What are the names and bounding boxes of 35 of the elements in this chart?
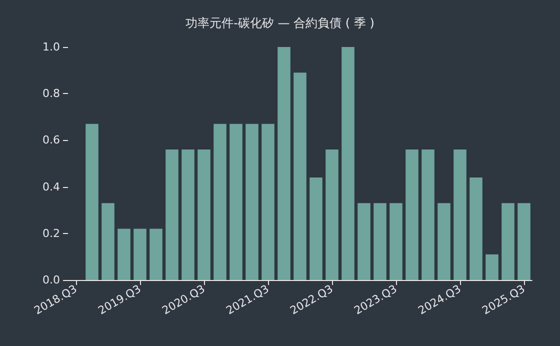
bar (502, 203, 514, 280)
bar (150, 228, 162, 280)
bar (374, 203, 386, 280)
bar (278, 47, 290, 280)
y-tick-label: 0.8 (42, 87, 60, 100)
bar (134, 228, 146, 280)
bar (518, 203, 530, 280)
y-tick-label: 0.2 (42, 226, 60, 240)
chart-title: 功率元件-碳化矽 — 合約負債 ( 季 ) (186, 16, 374, 30)
bar (230, 124, 242, 280)
bar (406, 150, 418, 280)
y-tick-label: 1.0 (42, 40, 60, 54)
y-tick-label: 0.0 (42, 274, 60, 286)
bar (262, 124, 274, 280)
y-tick-label: 0.6 (42, 134, 60, 147)
bar (102, 203, 114, 280)
bar (438, 203, 450, 280)
bar (358, 203, 370, 280)
bar (166, 150, 178, 280)
bar (470, 177, 482, 280)
bar (86, 124, 98, 280)
bar (118, 228, 130, 280)
bar (198, 150, 210, 280)
bar (214, 124, 226, 280)
bar (310, 177, 322, 280)
y-tick-label: 0.4 (42, 180, 60, 194)
bar (182, 150, 194, 280)
bar (422, 150, 434, 280)
bar (326, 150, 338, 280)
bar (454, 150, 466, 280)
bar (486, 254, 498, 280)
bar (390, 203, 402, 280)
bar (294, 72, 306, 280)
bar (342, 47, 354, 280)
bar (246, 124, 258, 280)
